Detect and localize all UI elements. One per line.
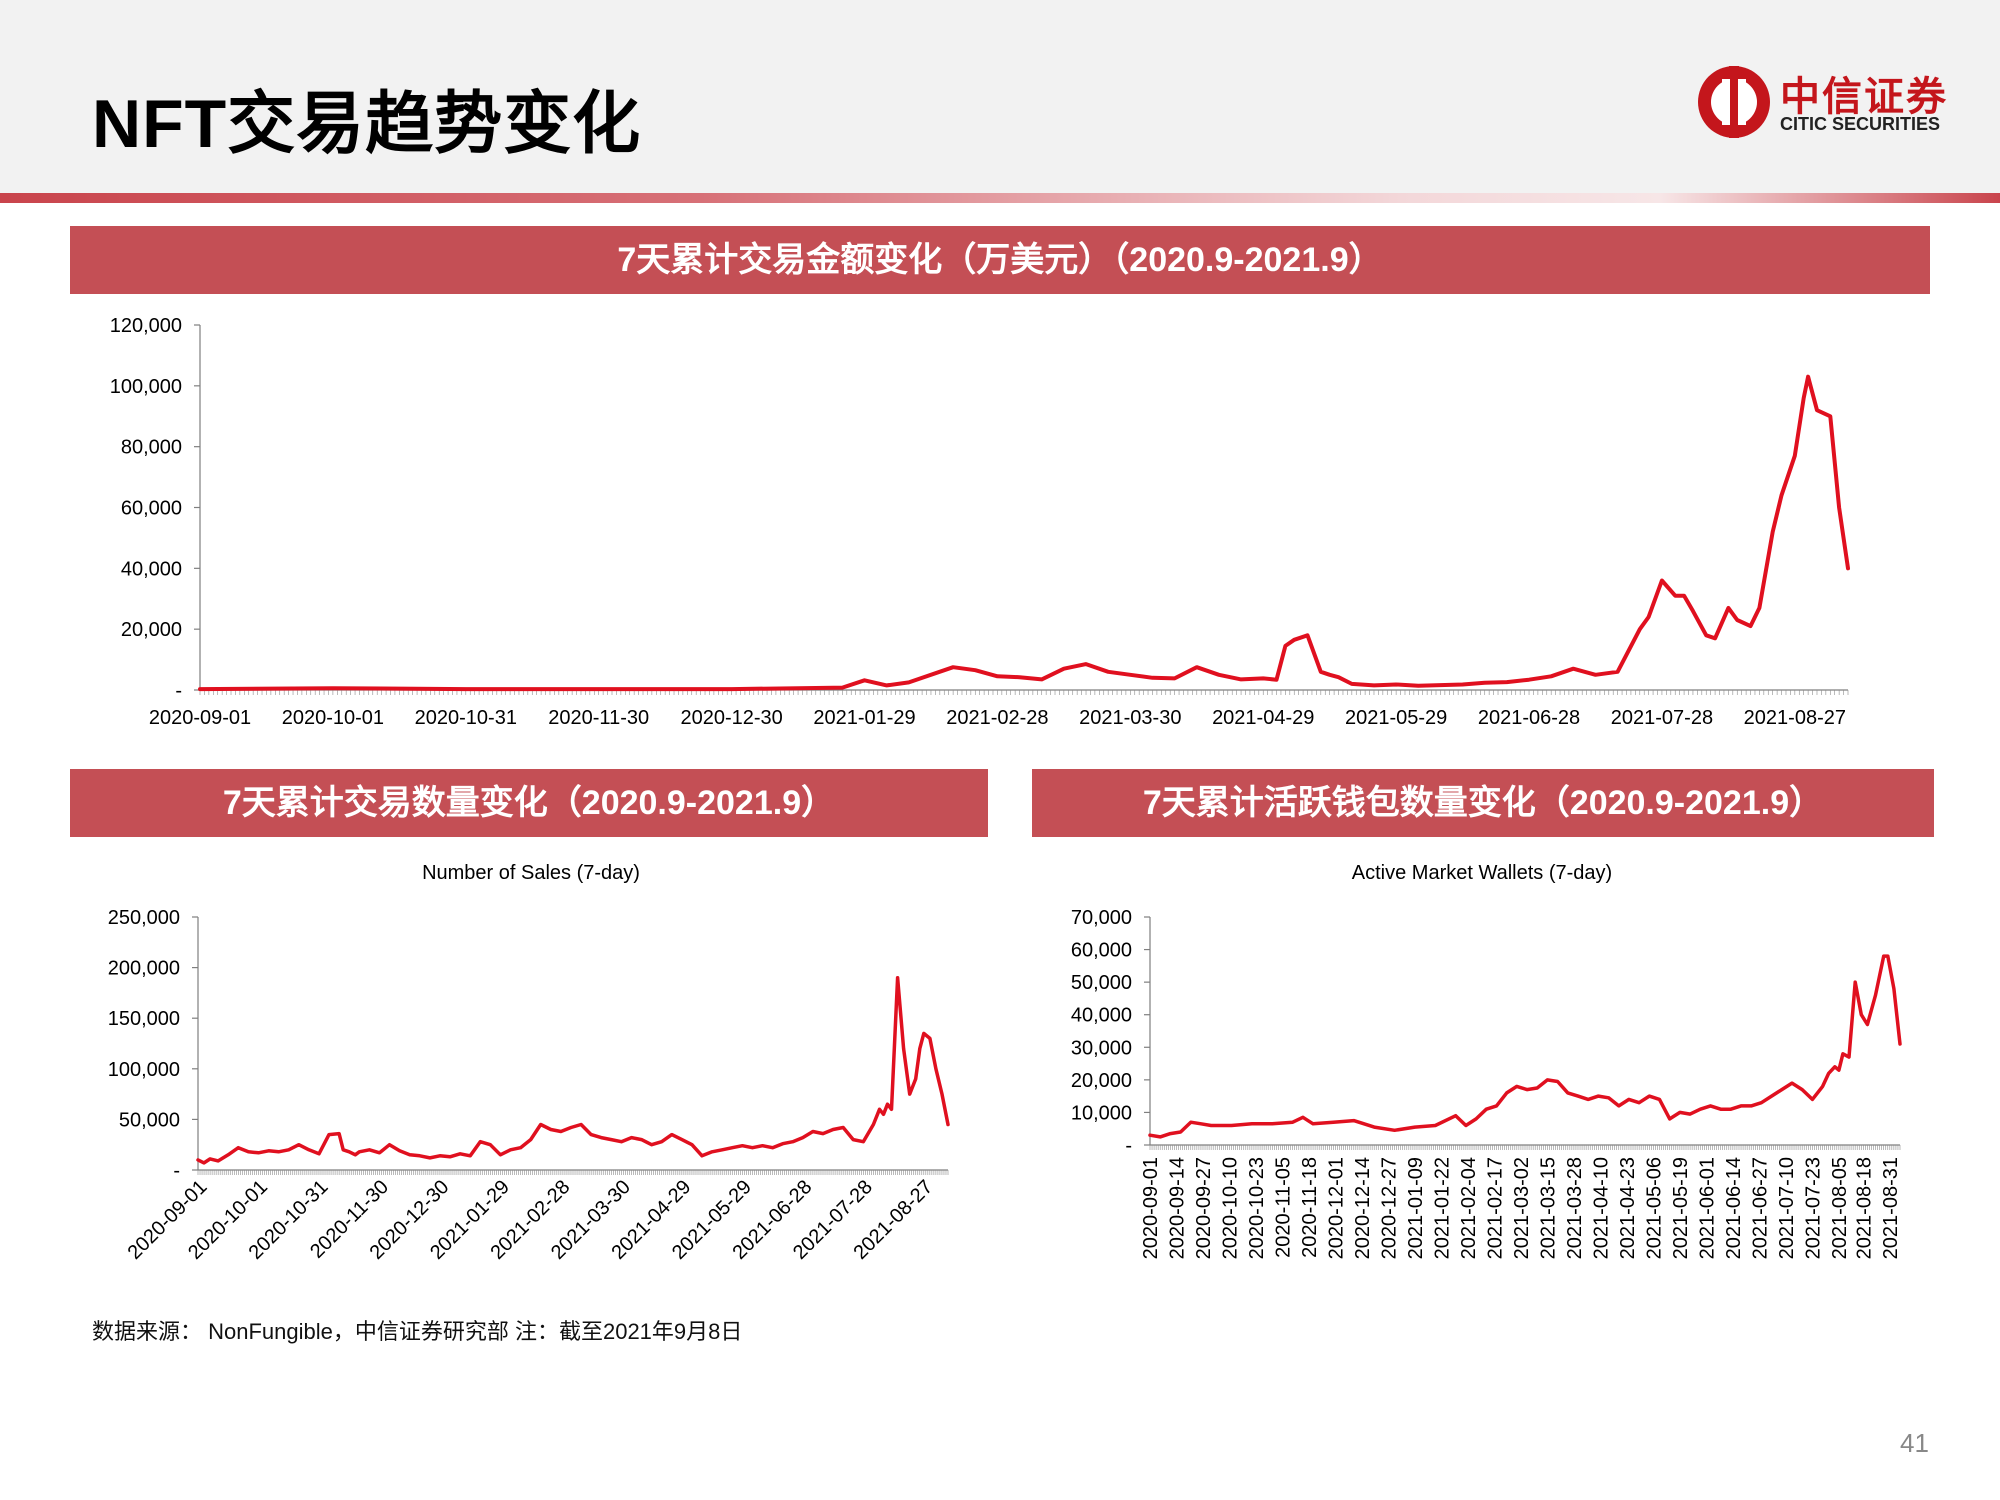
x-tick-label: 2021-03-30 [1079,707,1181,729]
x-tick-label: 2020-12-01 [1325,1157,1347,1259]
y-tick-label: - [175,680,182,702]
citic-logo: 中信证券 CITIC SECURITIES [1694,62,1974,142]
x-tick-label: 2021-06-27 [1749,1157,1771,1259]
y-tick-label: 70,000 [1071,907,1132,929]
x-tick-label: 2021-07-23 [1802,1157,1824,1259]
y-tick-label: 200,000 [108,958,180,980]
x-tick-label: 2020-09-14 [1166,1157,1188,1259]
y-tick-label: 20,000 [121,619,182,641]
x-tick-label: 2021-06-28 [1478,707,1580,729]
citic-logo-icon [1698,66,1770,138]
sales-chart: Number of Sales (7-day) - 50,000 100,000 150… [108,862,950,1264]
x-tick-label: 2021-05-29 [1345,707,1447,729]
y-tick-label: 60,000 [1071,940,1132,962]
x-tick-label: 2020-09-01 [1140,1157,1162,1259]
x-tick-label: 2021-04-23 [1617,1157,1639,1259]
x-tick-label: 2021-02-28 [946,707,1048,729]
x-tick-label: 2021-08-18 [1853,1157,1875,1259]
x-tick-label: 2021-05-19 [1670,1157,1692,1259]
chart-banner-wallets: 7天累计活跃钱包数量变化（2020.9-2021.9） [1032,769,1934,837]
y-tick-label: 30,000 [1071,1037,1132,1059]
logo-text-cn: 中信证券 [1780,73,1948,120]
x-tick-label: 2021-03-28 [1564,1157,1586,1259]
x-tick-label: 2021-05-06 [1643,1157,1665,1259]
x-tick-label: 2021-07-28 [1611,707,1713,729]
x-tick-label: 2020-11-18 [1299,1157,1321,1258]
x-tick-label: 2020-10-23 [1246,1157,1268,1259]
x-tick-label: 2021-06-01 [1696,1157,1718,1259]
x-tick-label: 2020-12-30 [680,707,782,729]
value-chart: - 20,000 40,000 60,000 80,000 100,000 120,000 2… [110,315,1850,729]
y-tick-label: 250,000 [108,907,180,929]
x-tick-label: 2021-01-09 [1405,1157,1427,1259]
x-tick-label: 2020-09-27 [1193,1157,1215,1259]
y-tick-label: 150,000 [108,1008,180,1030]
x-tick-label: 2020-11-05 [1272,1157,1294,1258]
chart-title: Number of Sales (7-day) [422,862,640,884]
data-source-note: 数据来源： NonFungible，中信证券研究部 注：截至2021年9月8日 [92,1319,743,1344]
x-tick-label: 2021-03-02 [1511,1157,1533,1259]
x-tick-label: 2020-10-10 [1219,1157,1241,1259]
chart-banner-value: 7天累计交易金额变化（万美元）（2020.9-2021.9） [70,226,1930,294]
y-tick-label: 20,000 [1071,1070,1132,1092]
chart-banner-sales: 7天累计交易数量变化（2020.9-2021.9） [70,769,988,837]
x-tick-label: 2021-01-22 [1431,1157,1453,1259]
header-band: NFT交易趋势变化 中信证券 CITIC SECURITIES [0,0,2000,193]
y-tick-label: 100,000 [108,1059,180,1081]
x-tick-label: 2021-08-31 [1880,1157,1902,1259]
chart-title: Active Market Wallets (7-day) [1352,862,1612,884]
y-tick-label: 40,000 [1071,1005,1132,1027]
header-accent-bar [0,193,2000,203]
x-tick-label: 2020-10-01 [282,707,384,729]
x-tick-label: 2020-12-14 [1352,1157,1374,1259]
x-tick-label: 2021-04-10 [1590,1157,1612,1259]
x-tick-label: 2021-08-05 [1829,1157,1851,1259]
x-tick-label: 2021-01-29 [813,707,915,729]
y-tick-label: - [173,1160,180,1182]
x-tick-label: 2020-11-30 [548,707,649,729]
logo-text-en: CITIC SECURITIES [1780,114,1941,134]
series-line-sales [196,975,950,1165]
x-tick-label: 2020-10-31 [415,707,517,729]
y-tick-label: 40,000 [121,558,182,580]
x-tick-label: 2021-07-10 [1776,1157,1798,1259]
y-tick-label: 10,000 [1071,1102,1132,1124]
y-tick-label: - [1125,1135,1132,1157]
series-line-value [198,374,1850,692]
y-tick-label: 50,000 [119,1109,180,1131]
x-tick-label: 2021-06-14 [1723,1157,1745,1259]
x-tick-label: 2021-08-27 [1744,707,1846,729]
page-title: NFT交易趋势变化 [92,86,642,162]
y-tick-label: 60,000 [121,498,182,520]
x-tick-label: 2021-04-29 [1212,707,1314,729]
page-number: 41 [1900,1428,1929,1458]
y-tick-label: 80,000 [121,437,182,459]
y-tick-label: 100,000 [110,376,182,398]
wallets-chart: Active Market Wallets (7-day) - 10,000 20,0… [1071,862,1902,1259]
x-tick-label: 2020-09-01 [149,707,251,729]
y-tick-label: 50,000 [1071,972,1132,994]
x-tick-label: 2021-03-15 [1537,1157,1559,1259]
x-tick-label: 2021-02-04 [1458,1157,1480,1259]
series-line-wallets [1148,954,1902,1139]
x-tick-label: 2021-02-17 [1484,1157,1506,1259]
y-tick-label: 120,000 [110,315,182,337]
x-tick-label: 2020-12-27 [1378,1157,1400,1259]
